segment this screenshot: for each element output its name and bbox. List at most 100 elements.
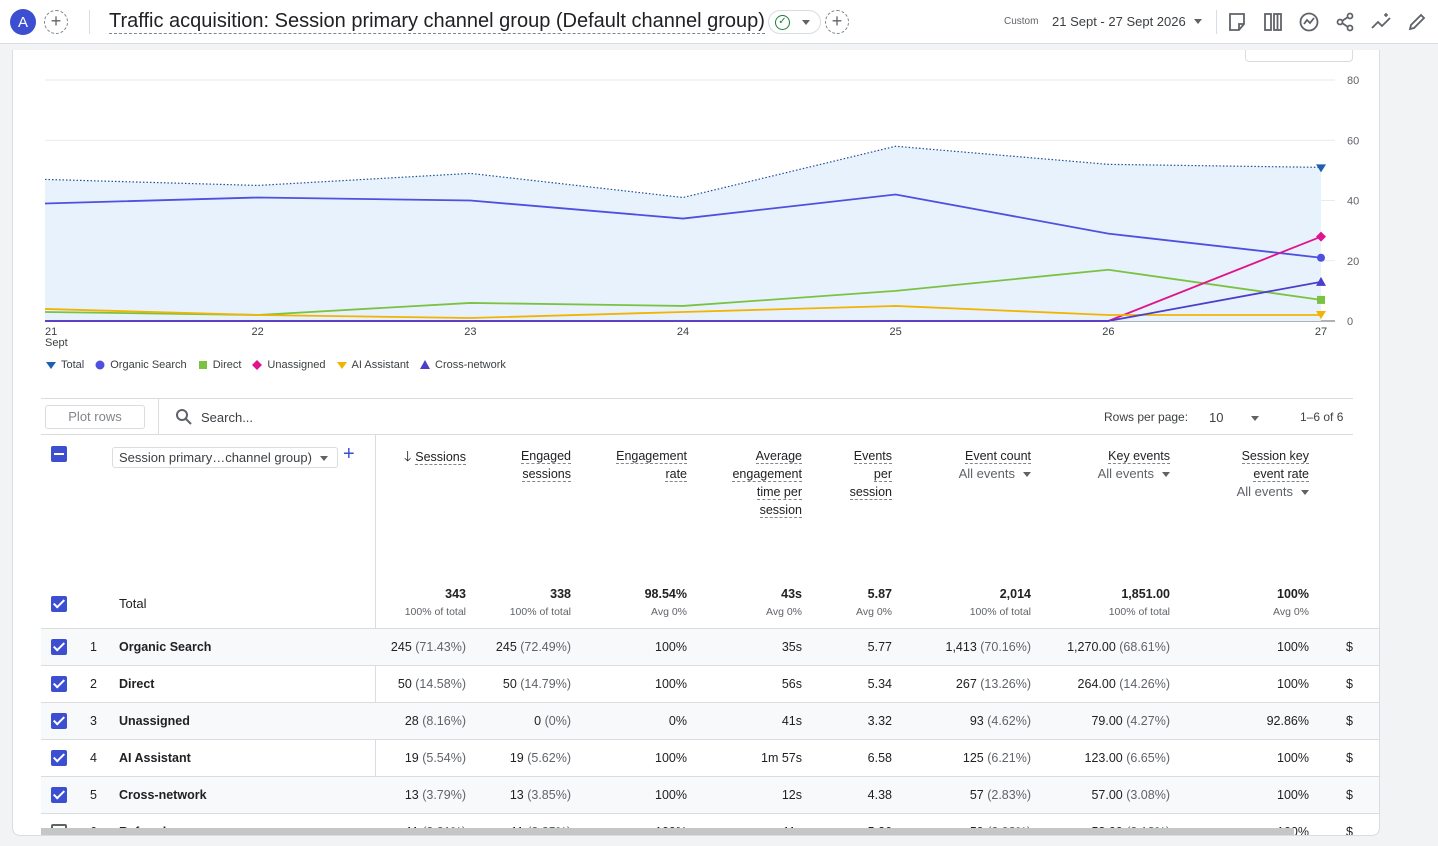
compare-icon[interactable]: [1262, 11, 1284, 33]
column-header[interactable]: 🡓 Sessions: [404, 447, 466, 466]
legend-item[interactable]: Unassigned: [251, 359, 326, 371]
date-range-picker[interactable]: 21 Sept - 27 Sept 2026: [1052, 14, 1186, 29]
table-cell: 12s: [782, 788, 802, 802]
legend-item[interactable]: AI Assistant: [336, 359, 409, 371]
add-dimension-button[interactable]: +: [343, 443, 355, 465]
customize-report-icon[interactable]: [1226, 11, 1248, 33]
chevron-down-icon[interactable]: [1251, 416, 1259, 421]
column-header[interactable]: Session key event rate All events: [1237, 447, 1309, 501]
column-header[interactable]: Events per session: [849, 447, 892, 501]
total-label: Total: [119, 596, 147, 611]
trend-sparkle-icon[interactable]: [1370, 11, 1392, 33]
header-divider: [89, 10, 90, 34]
table-cell: 100%: [655, 788, 687, 802]
total-value: 338: [550, 587, 571, 601]
report-status-menu[interactable]: ✓: [768, 10, 821, 34]
cell-value: 57: [969, 788, 984, 802]
insights-icon[interactable]: [1298, 11, 1320, 33]
column-header[interactable]: Engagement rate: [616, 447, 687, 483]
table-cell: 41s: [782, 714, 802, 728]
table-row[interactable]: 5 Cross-network 13 (3.79%) 13 (3.85%) 100% 12…: [41, 776, 1379, 813]
chevron-down-icon: [320, 456, 328, 461]
account-avatar[interactable]: A: [10, 9, 36, 35]
table-cell: 6.58: [868, 751, 892, 765]
column-header[interactable]: Event count All events: [959, 447, 1031, 483]
table-cell: 13 (3.85%): [510, 788, 571, 802]
share-icon[interactable]: [1334, 11, 1356, 33]
row-checkbox[interactable]: [51, 787, 67, 803]
horizontal-scrollbar[interactable]: [41, 828, 1294, 835]
cell-value: 1,413: [945, 640, 977, 654]
report-title[interactable]: Traffic acquisition: Session primary cha…: [109, 10, 765, 34]
x-tick-label: 26: [1102, 326, 1114, 338]
sort-descending-icon[interactable]: 🡓: [403, 448, 412, 464]
chevron-down-icon: [802, 20, 810, 25]
legend-label: Cross-network: [435, 359, 506, 371]
table-row[interactable]: 2 Direct 50 (14.58%) 50 (14.79%) 100% 56s 5.34…: [41, 665, 1379, 702]
table-row[interactable]: 1 Organic Search 245 (71.43%) 245 (72.49%) 1…: [41, 628, 1379, 665]
channel-name[interactable]: Unassigned: [119, 714, 190, 728]
avatar-letter: A: [17, 13, 28, 31]
legend-item[interactable]: Organic Search: [94, 359, 187, 371]
chart-type-selector[interactable]: [1245, 50, 1353, 62]
cell-value: 92.86%: [1266, 714, 1309, 728]
cell-value: 50: [502, 677, 517, 691]
edit-pencil-icon[interactable]: [1406, 11, 1428, 33]
metric-filter-select[interactable]: All events: [1237, 483, 1309, 501]
table-row[interactable]: 3 Unassigned 28 (8.16%) 0 (0%) 0% 41s 3.32 93 (…: [41, 702, 1379, 739]
row-checkbox[interactable]: [51, 750, 67, 766]
cell-value: 12s: [781, 788, 802, 802]
total-row-checkbox[interactable]: [51, 596, 67, 612]
cell-value: 245: [390, 640, 412, 654]
search-icon: [176, 409, 192, 425]
channel-name[interactable]: AI Assistant: [119, 751, 191, 765]
chevron-down-icon: [1023, 472, 1031, 478]
truncated-cell: $: [1346, 788, 1353, 802]
column-header[interactable]: Engaged sessions: [520, 447, 571, 483]
series-line-ai-assistant: [44, 305, 1321, 319]
dimension-selector[interactable]: Session primary…channel group): [112, 447, 338, 468]
add-comparison-button[interactable]: +: [44, 10, 68, 34]
truncated-cell: $: [1346, 751, 1353, 765]
plot-rows-button[interactable]: Plot rows: [45, 405, 145, 429]
legend-item[interactable]: Cross-network: [419, 359, 506, 371]
add-filter-button[interactable]: +: [825, 10, 849, 34]
metric-filter-select[interactable]: All events: [1098, 465, 1170, 483]
total-subtext: 100% of total: [404, 606, 466, 618]
cell-value: 264.00: [1077, 677, 1116, 691]
y-tick-label: 0: [1347, 316, 1353, 328]
channel-name[interactable]: Direct: [119, 677, 155, 691]
cell-value: 125: [962, 751, 984, 765]
total-subtext: Avg 0%: [1273, 606, 1309, 618]
column-header-label: event rate: [1253, 467, 1309, 482]
table-cell: 93 (4.62%): [970, 714, 1031, 728]
cell-percent: (8.16%): [422, 714, 466, 728]
metric-filter-select[interactable]: All events: [959, 465, 1031, 483]
date-range-type[interactable]: Custom: [1004, 16, 1039, 27]
cell-value: 100%: [655, 640, 687, 654]
row-checkbox[interactable]: [51, 676, 67, 692]
x-tick-label: 21: [45, 326, 57, 338]
legend-marker: [198, 361, 207, 369]
table-cell: 5.77: [868, 640, 892, 654]
search-input[interactable]: Search...: [201, 410, 254, 425]
row-checkbox[interactable]: [51, 713, 67, 729]
select-all-checkbox[interactable]: [51, 446, 67, 462]
channel-name[interactable]: Organic Search: [119, 640, 212, 654]
chevron-down-icon[interactable]: [1194, 19, 1202, 24]
channel-name[interactable]: Cross-network: [119, 788, 207, 802]
y-tick-label: 80: [1347, 75, 1359, 87]
legend-item[interactable]: Direct: [197, 359, 241, 371]
metric-filter-label: All events: [1236, 484, 1293, 499]
column-header[interactable]: Key events All events: [1098, 447, 1170, 483]
cell-value: 3.32: [867, 714, 892, 728]
table-row[interactable]: 4 AI Assistant 19 (5.54%) 19 (5.62%) 100% 1m …: [41, 739, 1379, 776]
table-cell: 100%: [655, 640, 687, 654]
legend-item[interactable]: Total: [45, 359, 84, 371]
column-header-label: per: [873, 467, 892, 482]
cell-value: 245: [495, 640, 517, 654]
rows-per-page-select[interactable]: 10: [1209, 410, 1224, 425]
cell-value: 100%: [1277, 677, 1309, 691]
row-checkbox[interactable]: [51, 639, 67, 655]
column-header[interactable]: Average engagement time per session: [732, 447, 802, 519]
